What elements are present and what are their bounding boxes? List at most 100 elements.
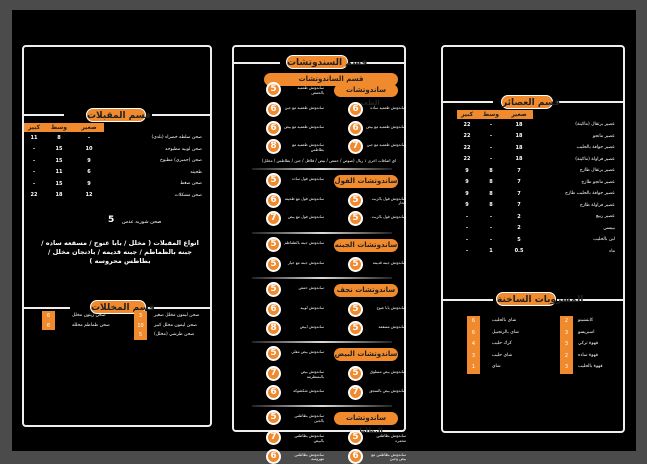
- price-medium: -: [489, 133, 493, 140]
- item-name: ساندوتش جبنه قديمه: [372, 259, 406, 265]
- artboard: قسم المقبلات كبير وسط صغير 11 8- صحن سلطه …: [12, 10, 636, 464]
- divider: [148, 307, 210, 309]
- price-medium: 8: [489, 202, 493, 209]
- price: 2: [564, 318, 569, 324]
- section-header: ساندوتشات الجبنه: [334, 238, 398, 252]
- item-name: عصير فراولة (ماكينة): [575, 156, 615, 162]
- price-badge: 5: [266, 236, 281, 252]
- price: 3: [564, 329, 569, 336]
- price-badge: 6: [348, 120, 363, 136]
- item-name: ساندوتش بيض بالسجق: [369, 387, 406, 393]
- price-large: 9: [465, 202, 469, 209]
- table-row: - - 2 بيبسي: [457, 223, 617, 235]
- table-row: 22 - 18 عصير برتقال (ماكينة): [457, 119, 617, 131]
- item-name: ساندوتش فول مع طحينه: [284, 195, 324, 201]
- item-name: ساندوتش بطاطس مع بيض وجبن: [371, 451, 406, 461]
- item-name: عصير برتقال طازج: [579, 168, 615, 174]
- price: 3: [564, 341, 569, 347]
- soup-price: 5: [108, 215, 115, 225]
- price-badge: 5: [348, 192, 363, 208]
- price-large: 9: [465, 167, 469, 174]
- item-name: عصير ربيع: [595, 214, 615, 220]
- price-badge: 5: [266, 282, 281, 297]
- price-badge: 5: [266, 172, 281, 188]
- table-row: - 15 9 صحن ضغط: [24, 178, 204, 190]
- price-badge: 7: [266, 366, 281, 381]
- price-badge: 6: [266, 192, 281, 208]
- price-medium: 15: [55, 180, 63, 187]
- item-name: صحن مشكلات: [174, 192, 202, 198]
- item-name: قهوة ساده: [578, 352, 598, 358]
- price-large: 22: [463, 144, 471, 151]
- divider: [557, 299, 623, 301]
- table-row: 22 - 18 عصير فراولة (ماكينة): [457, 154, 617, 166]
- divider: [152, 114, 210, 116]
- price-large: -: [465, 225, 469, 232]
- appetizer-types: انواع المقبلات ( مخلل / بابا غنوج / مسقع…: [41, 239, 199, 265]
- price: 3: [471, 352, 476, 359]
- additions-note: اي اضافات اخرى ١ ريال (صوص / حمص / بيض /…: [261, 158, 397, 163]
- item-name: عصير فراولة طازج: [579, 202, 615, 208]
- juices-title: قسم العصائر: [501, 95, 560, 109]
- price: 2: [564, 352, 569, 359]
- price-badge: 7: [266, 430, 281, 445]
- price-small: 0.5: [514, 248, 524, 255]
- price-badge: 7: [266, 211, 281, 226]
- appetizers-table: كبير وسط صغير 11 8 - صحن سلطه خضراء (بلدي) -…: [24, 123, 204, 201]
- item-name: ساندوتش طعميه مع بطاطس: [292, 142, 324, 152]
- price-large: 22: [463, 156, 471, 163]
- col-small: صغير: [74, 123, 104, 132]
- price-large: -: [465, 213, 469, 220]
- col-large: كبير: [24, 123, 44, 132]
- item-name: ساندوتش بيض مقلي: [291, 349, 324, 354]
- item-name: ساندوتش شكشوكه: [293, 387, 324, 393]
- price: 5: [138, 332, 143, 338]
- item-name: ساندوتش ابيض: [299, 323, 324, 329]
- price-large: 22: [30, 192, 38, 199]
- divider: [443, 299, 493, 301]
- hot-drinks-title: المشروبات الساخنة: [496, 292, 583, 306]
- price: 6: [46, 322, 51, 329]
- item-name: ساندوتش طعميه بالحمص: [297, 85, 324, 95]
- item-name: لبن بالحليب: [593, 237, 615, 243]
- item-name: ساندوتش طعميه ساده: [370, 105, 406, 110]
- price-small: 5: [517, 236, 521, 243]
- item-name: شاي بالحليب: [492, 318, 517, 323]
- price-small: 9: [87, 180, 91, 187]
- price-medium: 11: [55, 169, 63, 176]
- price-medium: 1: [489, 248, 493, 255]
- item-name: ساندوتش طعميه مع جبن: [284, 105, 324, 110]
- price-medium: -: [489, 144, 493, 151]
- item-name: ساندوتش فول مع بيض: [287, 214, 324, 219]
- item-name: ساندوتش بيض بالبسطرمه: [300, 369, 324, 379]
- price-large: -: [32, 157, 36, 164]
- col-small: صغير: [505, 110, 533, 119]
- table-row: 22 18 12 صحن مشكلات: [24, 190, 204, 202]
- price-badge: 6: [266, 302, 281, 317]
- table-row: - 11 6 طحينه: [24, 167, 204, 179]
- price-medium: -: [489, 236, 493, 243]
- section-header: ساندوتشات البطاطس: [334, 412, 398, 435]
- price-badge: 5: [266, 82, 281, 97]
- table-row: - - 2 عصير ربيع: [457, 211, 617, 223]
- item-name: عصير مانجو: [592, 133, 615, 139]
- price-medium: 15: [55, 157, 63, 164]
- price-medium: 8: [489, 167, 493, 174]
- price: 6: [46, 313, 51, 319]
- price: 10: [137, 322, 144, 329]
- item-name: صحن (جمبري) مطبوخ: [160, 158, 202, 164]
- price-badge: 6: [266, 384, 281, 400]
- divider: [443, 101, 493, 103]
- sandwiches-banner: قسم الساندوتشات: [264, 73, 398, 86]
- price: 6: [471, 318, 476, 324]
- divider: [234, 62, 280, 64]
- price-medium: 8: [57, 134, 61, 141]
- left-panel: [22, 45, 212, 427]
- price-medium: 15: [55, 146, 63, 153]
- item-name: صحن ليمون مخلل صغير: [154, 313, 200, 318]
- table-row: 9 8 7 عصير برتقال طازج: [457, 165, 617, 177]
- price-badge: 7: [348, 139, 363, 154]
- price-large: 22: [463, 133, 471, 140]
- price-large: -: [32, 146, 36, 153]
- item-name: شاي حليب: [492, 352, 513, 358]
